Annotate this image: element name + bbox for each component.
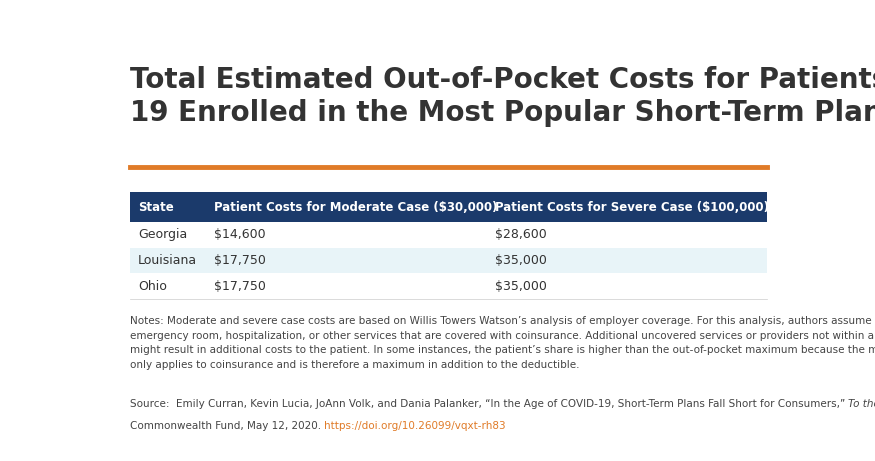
Text: Patient Costs for Moderate Case ($30,000): Patient Costs for Moderate Case ($30,000…: [214, 201, 498, 213]
Text: https://doi.org/10.26099/vqxt-rh83: https://doi.org/10.26099/vqxt-rh83: [324, 421, 506, 431]
Text: Total Estimated Out-of-Pocket Costs for Patients with COVID-
19 Enrolled in the : Total Estimated Out-of-Pocket Costs for …: [130, 66, 875, 128]
Bar: [487, 248, 767, 273]
Text: $17,750: $17,750: [214, 279, 266, 293]
Text: Patient Costs for Severe Case ($100,000): Patient Costs for Severe Case ($100,000): [495, 201, 769, 213]
Text: $14,600: $14,600: [214, 229, 266, 242]
Text: Georgia: Georgia: [138, 229, 187, 242]
Bar: [206, 192, 487, 222]
Bar: [487, 222, 767, 248]
Text: $28,600: $28,600: [495, 229, 547, 242]
Text: To the Point: To the Point: [848, 399, 875, 409]
Bar: [206, 222, 487, 248]
Bar: [130, 248, 206, 273]
Bar: [130, 273, 206, 299]
Bar: [130, 192, 206, 222]
Bar: [206, 273, 487, 299]
Text: Louisiana: Louisiana: [138, 254, 197, 267]
Text: $35,000: $35,000: [495, 279, 547, 293]
Text: Source:  Emily Curran, Kevin Lucia, JoAnn Volk, and Dania Palanker, “In the Age : Source: Emily Curran, Kevin Lucia, JoAnn…: [130, 399, 848, 409]
Text: State: State: [138, 201, 173, 213]
Bar: [206, 248, 487, 273]
Text: $17,750: $17,750: [214, 254, 266, 267]
Bar: [487, 192, 767, 222]
Bar: [130, 222, 206, 248]
Text: $35,000: $35,000: [495, 254, 547, 267]
Bar: [487, 273, 767, 299]
Text: Commonwealth Fund, May 12, 2020.: Commonwealth Fund, May 12, 2020.: [130, 421, 324, 431]
Text: Ohio: Ohio: [138, 279, 167, 293]
Text: Notes: Moderate and severe case costs are based on Willis Towers Watson’s analys: Notes: Moderate and severe case costs ar…: [130, 316, 875, 370]
